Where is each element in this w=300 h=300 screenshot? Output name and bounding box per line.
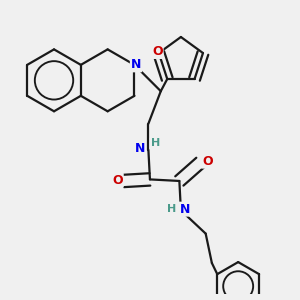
Text: N: N [134, 142, 145, 155]
Text: O: O [112, 174, 123, 187]
Text: H: H [167, 204, 176, 214]
Text: N: N [131, 58, 141, 71]
Text: O: O [152, 45, 163, 58]
Text: O: O [202, 154, 212, 168]
Text: H: H [151, 138, 160, 148]
Text: N: N [179, 202, 190, 216]
